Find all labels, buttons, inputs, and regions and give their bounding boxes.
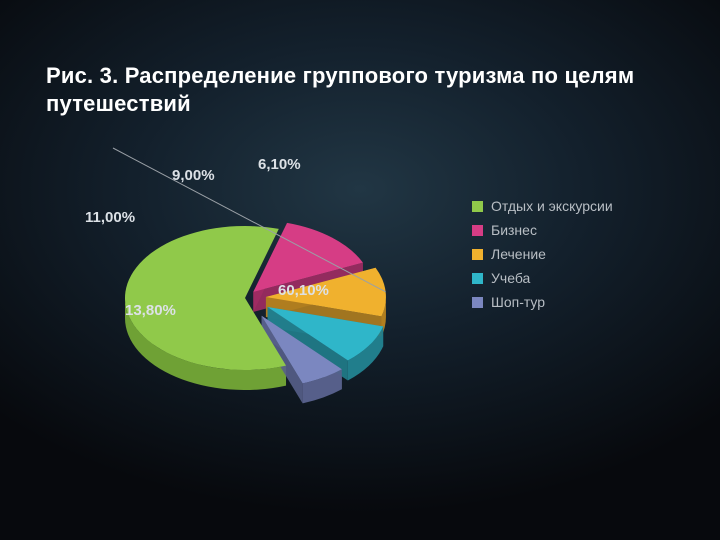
swatch-rest (472, 201, 483, 212)
label-shop: 6,10% (258, 156, 301, 173)
legend-item-treat: Лечение (472, 246, 652, 262)
swatch-business (472, 225, 483, 236)
legend-item-shop: Шоп-тур (472, 294, 652, 310)
label-rest: 60,10% (278, 282, 329, 299)
legend-label: Бизнес (491, 222, 537, 238)
pie-svg (75, 138, 415, 438)
label-business: 13,80% (125, 302, 176, 319)
swatch-treat (472, 249, 483, 260)
legend-item-study: Учеба (472, 270, 652, 286)
legend-item-business: Бизнес (472, 222, 652, 238)
slide-background: Рис. 3. Распределение группового туризма… (0, 0, 720, 540)
label-treat: 11,00% (85, 209, 135, 226)
label-study: 9,00% (172, 167, 215, 184)
chart-title: Рис. 3. Распределение группового туризма… (46, 62, 666, 117)
legend-label: Лечение (491, 246, 546, 262)
pie-chart: 60,10% 13,80% 11,00% 9,00% 6,10% Отдых и… (0, 120, 720, 500)
swatch-study (472, 273, 483, 284)
swatch-shop (472, 297, 483, 308)
legend: Отдых и экскурсии Бизнес Лечение Учеба Ш… (472, 198, 652, 318)
legend-label: Шоп-тур (491, 294, 545, 310)
legend-label: Учеба (491, 270, 530, 286)
legend-label: Отдых и экскурсии (491, 198, 613, 214)
legend-item-rest: Отдых и экскурсии (472, 198, 652, 214)
